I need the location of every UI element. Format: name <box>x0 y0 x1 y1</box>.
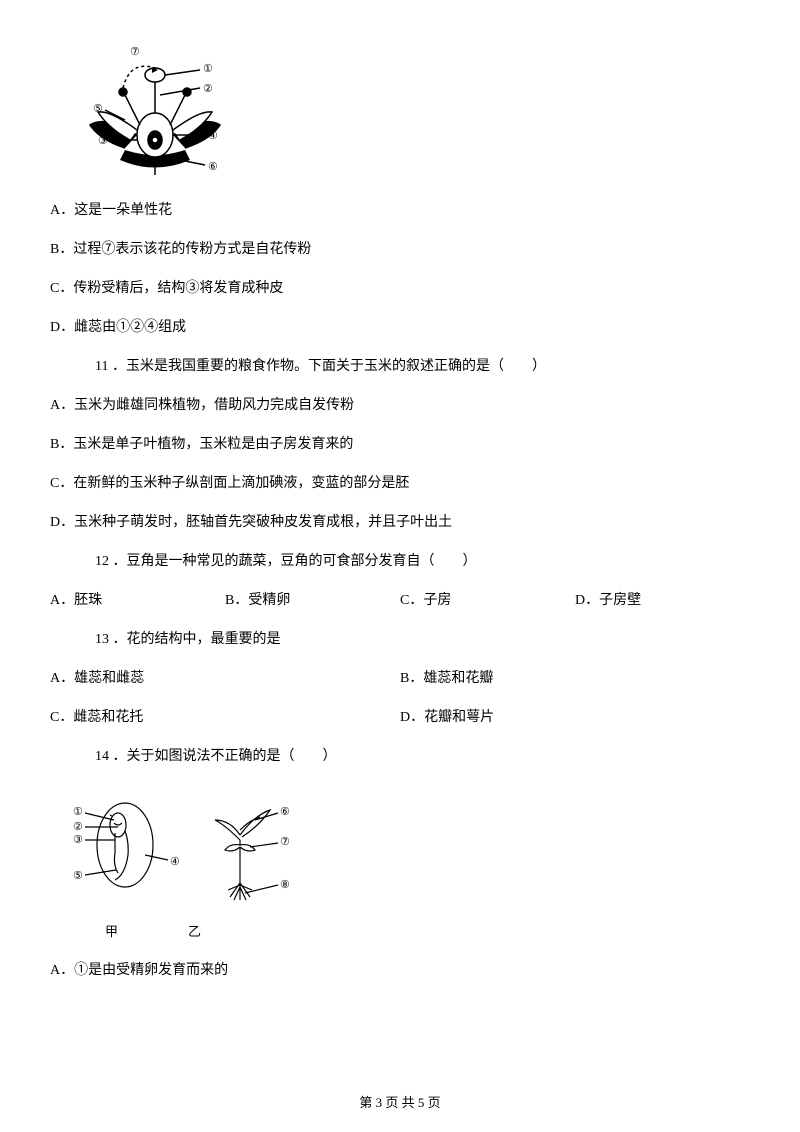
flower-diagram: ① ② ③ ④ ⑤ ⑥ ⑦ <box>70 40 750 180</box>
seed-label-7: ⑦ <box>280 836 290 848</box>
flower-label-1: ① <box>203 63 213 75</box>
seed-label-8: ⑧ <box>280 879 290 891</box>
seed-label-2: ② <box>73 821 83 833</box>
q11-stem: 11 ．玉米是我国重要的粮食作物。下面关于玉米的叙述正确的是（ ） <box>50 356 750 377</box>
seed-diagram-captions: 甲 乙 <box>70 922 750 942</box>
q12-option-a: A．胚珠 <box>50 590 225 611</box>
flower-label-7: ⑦ <box>130 46 140 58</box>
footer-mid: 页 共 <box>382 1095 418 1110</box>
q10-option-d: D．雌蕊由①②④组成 <box>50 317 750 338</box>
footer-after: 页 <box>424 1095 440 1110</box>
caption-jia: 甲 <box>105 922 118 942</box>
q13-options-row1: A．雄蕊和雌蕊 B．雄蕊和花瓣 <box>50 668 750 689</box>
q13-option-a: A．雄蕊和雌蕊 <box>50 668 400 689</box>
seed-label-1: ① <box>73 806 83 818</box>
flower-label-2: ② <box>203 83 213 95</box>
seed-label-4: ④ <box>170 856 180 868</box>
q12-option-c: C．子房 <box>400 590 575 611</box>
flower-label-6: ⑥ <box>208 161 218 173</box>
q11-option-b: B．玉米是单子叶植物，玉米粒是由子房发育来的 <box>50 434 750 455</box>
q10-option-a: A．这是一朵单性花 <box>50 200 750 221</box>
q11-option-a: A．玉米为雌雄同株植物，借助风力完成自发传粉 <box>50 395 750 416</box>
q13-option-b: B．雄蕊和花瓣 <box>400 668 750 689</box>
q12-stem: 12 ．豆角是一种常见的蔬菜，豆角的可食部分发育自（ ） <box>50 551 750 572</box>
q14-stem: 14 ．关于如图说法不正确的是（ ） <box>50 746 750 767</box>
flower-label-4: ④ <box>208 130 218 142</box>
seed-label-6: ⑥ <box>280 806 290 818</box>
q11-option-c: C．在新鲜的玉米种子纵剖面上滴加碘液，变蓝的部分是胚 <box>50 473 750 494</box>
footer-before: 第 <box>359 1095 375 1110</box>
q13-options-row2: C．雌蕊和花托 D．花瓣和萼片 <box>50 707 750 728</box>
caption-yi: 乙 <box>188 922 201 942</box>
flower-label-3: ③ <box>98 135 108 147</box>
q12-options: A．胚珠 B．受精卵 C．子房 D．子房壁 <box>50 590 750 611</box>
q12-option-d: D．子房壁 <box>575 590 750 611</box>
q13-option-d: D．花瓣和萼片 <box>400 707 750 728</box>
q14-option-a: A．①是由受精卵发育而来的 <box>50 960 750 981</box>
q10-option-b: B．过程⑦表示该花的传粉方式是自花传粉 <box>50 239 750 260</box>
q11-option-d: D．玉米种子萌发时，胚轴首先突破种皮发育成根，并且子叶出土 <box>50 512 750 533</box>
q10-option-c: C．传粉受精后，结构③将发育成种皮 <box>50 278 750 299</box>
q13-option-c: C．雌蕊和花托 <box>50 707 400 728</box>
q12-option-b: B．受精卵 <box>225 590 400 611</box>
seed-label-3: ③ <box>73 834 83 846</box>
seed-label-5: ⑤ <box>73 870 83 882</box>
page-footer: 第 3 页 共 5 页 <box>0 1093 800 1113</box>
q13-stem: 13 ．花的结构中，最重要的是 <box>50 629 750 650</box>
flower-label-5: ⑤ <box>93 103 103 115</box>
seed-seedling-diagram: ① ② ③ ④ ⑤ ⑥ ⑦ ⑧ <box>70 785 750 912</box>
